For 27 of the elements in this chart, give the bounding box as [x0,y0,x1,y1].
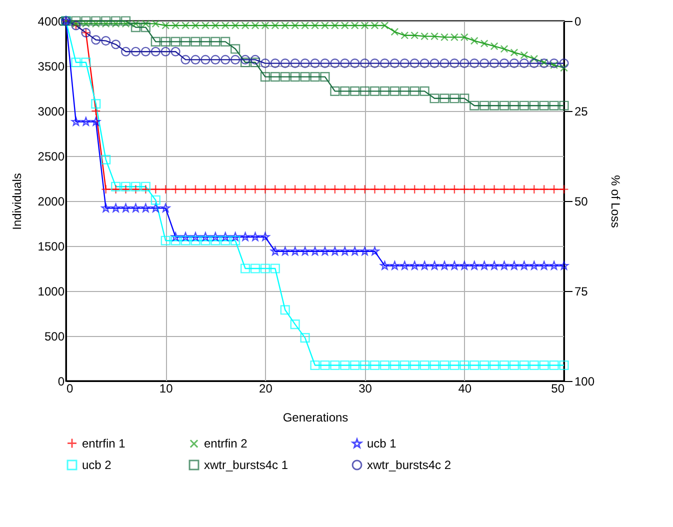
x-tick-label: 50 [551,382,565,396]
legend-label: xwtr_bursts4c 1 [204,458,288,472]
legend-label: ucb 1 [367,436,397,451]
x-axis-title: Generations [282,410,348,424]
legend-label: entrfin 2 [204,436,248,451]
y2-tick-label: 25 [574,104,588,118]
x-tick-label: 30 [358,382,372,396]
y2-tick-label: 75 [574,284,588,298]
legend-label: entrfin 1 [82,436,126,450]
y2-tick-label: 0 [574,14,582,28]
y-tick-label: 1500 [38,240,65,254]
y-tick-label: 3000 [38,104,65,118]
x-tick-label: 20 [259,382,273,396]
y-tick-label: 1000 [38,284,65,298]
legend-label: xwtr_bursts4c 2 [367,458,452,472]
y2-tick-label: 100 [574,374,595,388]
y-tick-label: 2000 [38,194,65,208]
y2-tick-label: 50 [574,194,588,208]
x-tick-label: 40 [458,382,472,396]
y-axis-title: Individuals [10,173,24,230]
y-tick-label: 3500 [38,60,65,74]
y2-axis-title: % of Loss [608,175,623,228]
x-tick-label: 10 [159,382,174,396]
y-tick-label: 2500 [38,150,65,164]
x-tick-label: 0 [66,382,74,396]
legend-label: ucb 2 [82,458,112,472]
y-tick-label: 500 [44,330,65,344]
